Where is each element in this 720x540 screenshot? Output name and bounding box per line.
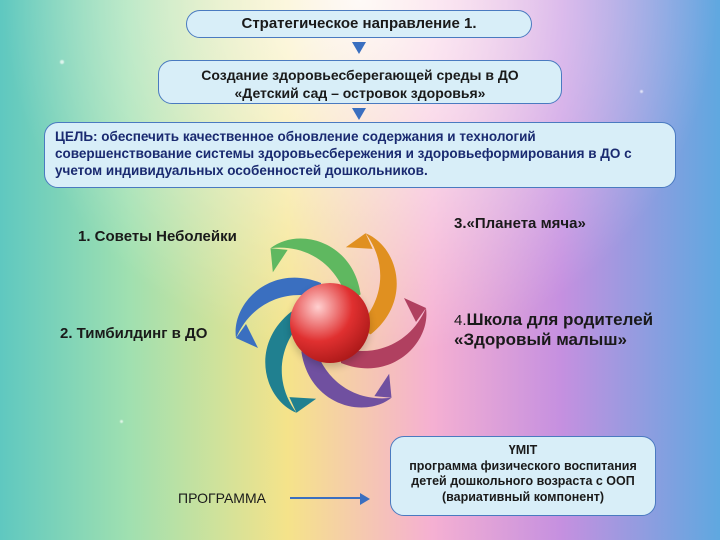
arrow-down-icon — [352, 108, 366, 120]
item-3: 3.«Планета мяча» — [454, 215, 586, 232]
item-1: 1. Советы Неболейки — [78, 228, 237, 245]
ymit-line1: ҮМІТ — [401, 443, 645, 459]
item-4-num: 4. — [454, 312, 467, 329]
ymit-line2: программа физического воспитания детей д… — [401, 459, 645, 490]
ymit-box: ҮМІТ программа физического воспитания де… — [390, 436, 656, 516]
arrow-down-icon — [352, 42, 366, 54]
title-box: Стратегическое направление 1. — [186, 10, 532, 38]
sparkle — [60, 60, 64, 64]
item-4-text: Школа для родителей «Здоровый малыш» — [454, 310, 653, 349]
sphere-icon — [290, 283, 370, 363]
arrow-right-icon — [290, 497, 360, 499]
goal-text: обеспечить качественное обновление содер… — [55, 129, 632, 178]
item-2: 2. Тимбилдинг в ДО — [60, 325, 207, 342]
goal-box: ЦЕЛЬ: обеспечить качественное обновление… — [44, 122, 676, 188]
subtitle-line2: «Детский сад – островок здоровья» — [169, 85, 551, 103]
title-text: Стратегическое направление 1. — [242, 15, 477, 32]
subtitle-box: Создание здоровьесберегающей среды в ДО … — [158, 60, 562, 104]
item-4: 4.Школа для родителей «Здоровый малыш» — [454, 310, 664, 350]
sparkle — [120, 420, 123, 423]
goal-lead: ЦЕЛЬ: — [55, 129, 98, 144]
sparkle — [640, 90, 643, 93]
program-label: ПРОГРАММА — [178, 490, 266, 506]
subtitle-line1: Создание здоровьесберегающей среды в ДО — [169, 67, 551, 85]
slide-background: Стратегическое направление 1. Создание з… — [0, 0, 720, 540]
ymit-line3: (вариативный компонент) — [401, 490, 645, 506]
